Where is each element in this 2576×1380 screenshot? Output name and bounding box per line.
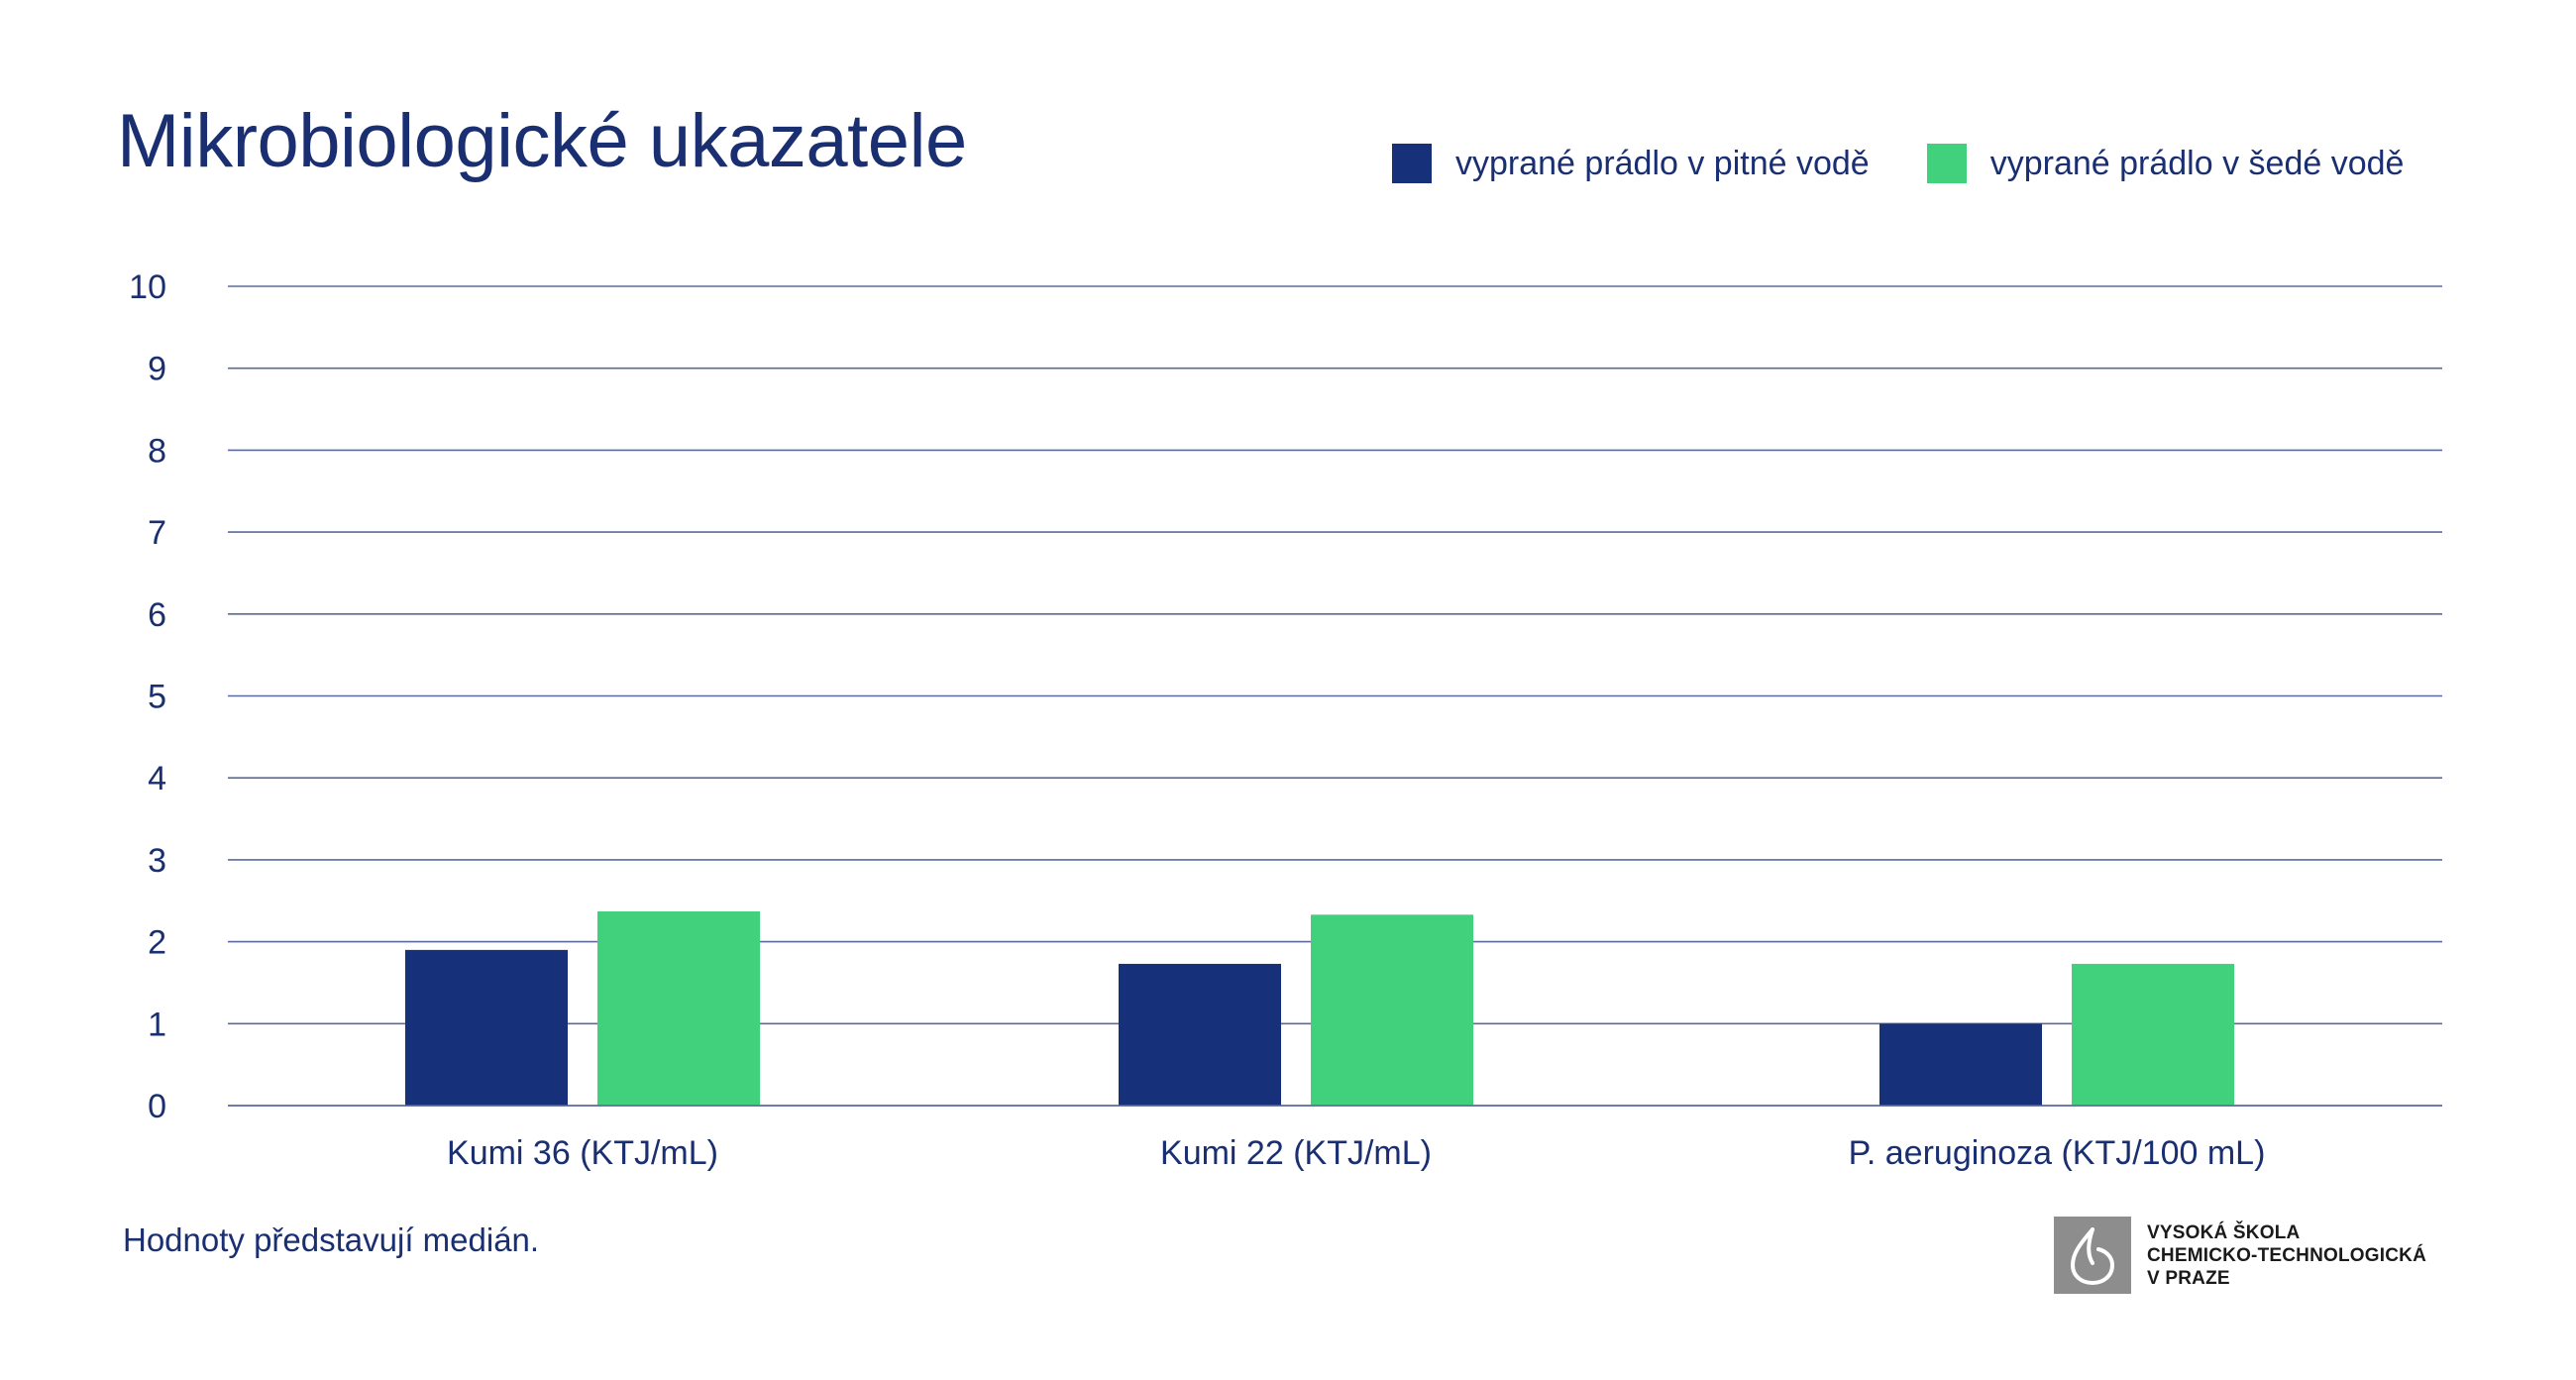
logo-line-2: CHEMICKO-TECHNOLOGICKÁ bbox=[2147, 1244, 2426, 1266]
y-tick-label-2: 2 bbox=[148, 924, 166, 962]
y-tick-label-1: 1 bbox=[148, 1006, 166, 1043]
x-category-label-1: Kumi 22 (KTJ/mL) bbox=[1160, 1134, 1432, 1172]
vscht-drop-logo-icon bbox=[2054, 1217, 2131, 1294]
y-tick-label-3: 3 bbox=[148, 842, 166, 880]
y-tick-label-9: 9 bbox=[148, 351, 166, 388]
footnote: Hodnoty představují medián. bbox=[123, 1221, 540, 1258]
bar-1-0 bbox=[1119, 963, 1281, 1106]
legend-item-seda: vyprané prádlo v šedé vodě bbox=[1926, 144, 2405, 183]
x-category-label-0: Kumi 36 (KTJ/mL) bbox=[447, 1134, 718, 1172]
bar-2-0 bbox=[1879, 1023, 2042, 1106]
bar-1-1 bbox=[1311, 914, 1473, 1106]
bar-2-1 bbox=[2072, 963, 2234, 1106]
y-tick-label-10: 10 bbox=[129, 268, 166, 306]
logo-line-3: V PRAZE bbox=[2147, 1267, 2230, 1289]
legend-label-pitna: vyprané prádlo v pitné vodě bbox=[1455, 144, 1870, 182]
x-category-label-2: P. aeruginoza (KTJ/100 mL) bbox=[1849, 1134, 2266, 1172]
logo-text: VYSOKÁ ŠKOLA CHEMICKO-TECHNOLOGICKÁ V PR… bbox=[2147, 1221, 2426, 1290]
legend-swatch-seda bbox=[1926, 144, 1967, 183]
legend-item-pitna: vyprané prádlo v pitné vodě bbox=[1392, 144, 1870, 183]
chart-legend: vyprané prádlo v pitné vodě vyprané prád… bbox=[1392, 144, 2404, 183]
y-tick-label-0: 0 bbox=[148, 1088, 166, 1125]
y-tick-label-8: 8 bbox=[148, 432, 166, 470]
legend-label-seda: vyprané prádlo v šedé vodě bbox=[1989, 144, 2405, 182]
bar-0-1 bbox=[597, 911, 760, 1106]
legend-swatch-pitna bbox=[1392, 144, 1432, 183]
y-tick-label-5: 5 bbox=[148, 679, 166, 716]
bar-chart: 0 1 2 3 4 5 6 7 8 9 10 Kumi 36 (KTJ/mL) Kumi 22 (KTJ… bbox=[129, 268, 2442, 1172]
vscht-logo: VYSOKÁ ŠKOLA CHEMICKO-TECHNOLOGICKÁ V PR… bbox=[2054, 1217, 2426, 1294]
bar-0-0 bbox=[405, 949, 568, 1106]
logo-line-1: VYSOKÁ ŠKOLA bbox=[2147, 1221, 2301, 1243]
y-tick-label-4: 4 bbox=[148, 760, 166, 797]
y-tick-label-6: 6 bbox=[148, 596, 166, 634]
chart-title: Mikrobiologické ukazatele bbox=[117, 99, 967, 183]
y-tick-label-7: 7 bbox=[148, 514, 166, 552]
